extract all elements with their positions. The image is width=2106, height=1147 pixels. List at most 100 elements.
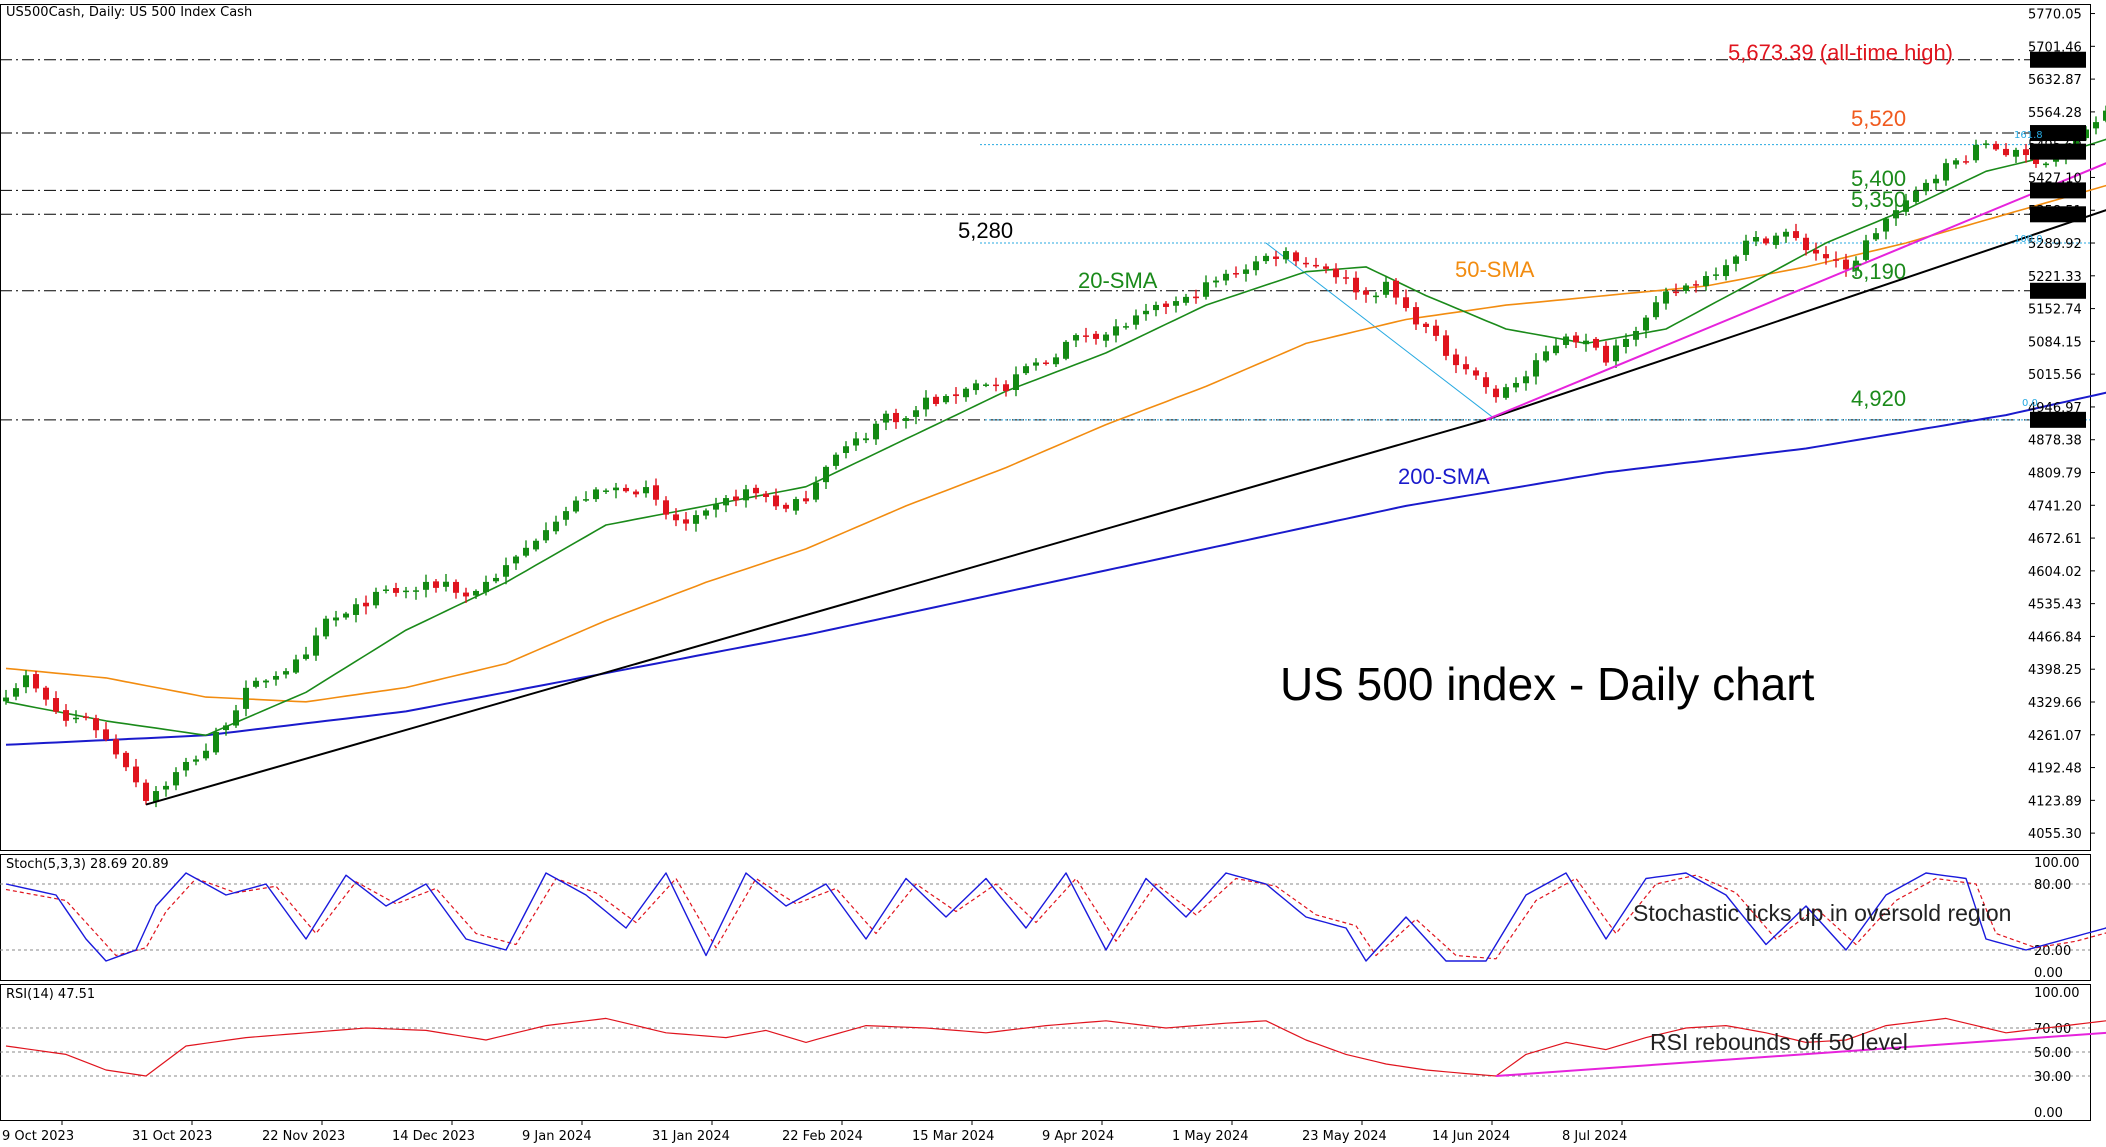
y-tick-label: 5015.56 xyxy=(2028,368,2082,383)
sma20-label: 20-SMA xyxy=(1078,268,1158,293)
candle-body xyxy=(1173,301,1179,306)
candle-body xyxy=(393,588,399,593)
candle-body xyxy=(833,454,839,466)
candle-body xyxy=(1443,335,1449,356)
candle-body xyxy=(123,752,129,768)
candle-body xyxy=(1613,345,1619,362)
x-tick-label: 8 Jul 2024 xyxy=(1562,1129,1627,1144)
candle-body xyxy=(173,772,179,786)
candle-body xyxy=(1473,370,1479,376)
price-tag-box xyxy=(2030,206,2086,223)
y-tick-label: 5152.74 xyxy=(2028,303,2082,318)
candle-body xyxy=(1723,265,1729,277)
candle-body xyxy=(33,674,39,689)
candle-body xyxy=(1583,340,1589,345)
candle-body xyxy=(1503,387,1509,398)
level-5520-label: 5,520 xyxy=(1851,106,1906,131)
rsi-tick-label: 30.00 xyxy=(2034,1070,2071,1085)
candle-body xyxy=(1913,190,1919,202)
candle-body xyxy=(313,635,319,656)
candle-body xyxy=(1963,161,1969,163)
candle-body xyxy=(2003,148,2009,156)
candle-body xyxy=(333,617,339,621)
candle-body xyxy=(1263,255,1269,262)
y-tick-label: 5289.92 xyxy=(2028,237,2082,252)
candle-body xyxy=(1483,377,1489,388)
candle-body xyxy=(1023,366,1029,374)
price-tag-label: 5350.00 xyxy=(2033,208,2087,223)
candle-body xyxy=(643,487,649,494)
chart-title: US 500 index - Daily chart xyxy=(1280,658,1815,710)
y-tick-label: 4055.30 xyxy=(2028,827,2082,842)
sma200-line xyxy=(5,391,2106,746)
price-tag-label: 4920.00 xyxy=(2033,414,2087,429)
y-tick-label: 4123.89 xyxy=(2028,794,2082,809)
candle-body xyxy=(1293,252,1299,262)
x-tick-label: 22 Feb 2024 xyxy=(782,1129,863,1144)
candle-body xyxy=(1203,282,1209,297)
fib-161-label: 161.8 xyxy=(2014,130,2043,141)
candle-body xyxy=(1373,295,1379,298)
candle-body xyxy=(303,654,309,659)
candle-body xyxy=(843,446,849,453)
candle-body xyxy=(1763,238,1769,244)
price-tag-label: 5520.00 xyxy=(2033,127,2087,142)
candle-body xyxy=(153,791,159,802)
candle-body xyxy=(1813,249,1819,254)
stoch-panel-frame xyxy=(0,854,2091,981)
candle-body xyxy=(673,514,679,521)
candle-body xyxy=(2073,137,2079,150)
candle-body xyxy=(493,577,499,582)
candle-body xyxy=(113,739,119,755)
candle-body xyxy=(1933,178,1939,184)
candle-body xyxy=(953,394,959,397)
rsi-note: RSI rebounds off 50 level xyxy=(1650,1029,1908,1055)
y-tick-label: 4809.79 xyxy=(2028,467,2082,482)
sma20-line xyxy=(5,138,2106,737)
candle-body xyxy=(603,490,609,492)
candle-body xyxy=(1593,338,1599,348)
candle-body xyxy=(203,750,209,759)
candle-body xyxy=(63,710,69,721)
candle-body xyxy=(83,716,89,718)
candle-body xyxy=(1223,273,1229,281)
candle-body xyxy=(513,556,519,564)
rsi-tick-label: 0.00 xyxy=(2034,1106,2063,1121)
candle-body xyxy=(253,680,259,687)
candle-body xyxy=(963,388,969,398)
candle-body xyxy=(873,423,879,440)
candle-body xyxy=(2013,149,2019,157)
candle-body xyxy=(1123,326,1129,328)
candle-body xyxy=(1873,233,1879,240)
candle-body xyxy=(583,499,589,501)
x-tick-label: 15 Mar 2024 xyxy=(912,1129,994,1144)
candle-body xyxy=(1783,231,1789,237)
sma200-label: 200-SMA xyxy=(1398,464,1490,489)
y-tick-label: 4878.38 xyxy=(2028,434,2082,449)
candle-body xyxy=(1983,143,1989,145)
fib-0-label: 0.0 xyxy=(2022,398,2038,409)
axis-ticks: 5770.055701.465632.875564.285495.695427.… xyxy=(2,8,2095,1144)
candle-body xyxy=(1993,143,1999,150)
candle-body xyxy=(273,675,279,680)
candle-body xyxy=(1453,354,1459,366)
fib-100-label: 100.0 xyxy=(2014,234,2043,245)
y-tick-label: 4741.20 xyxy=(2028,499,2082,514)
candle-body xyxy=(183,761,189,771)
candle-body xyxy=(593,489,599,500)
level-5280-label: 5,280 xyxy=(958,218,1013,243)
candle-body xyxy=(573,500,579,512)
price-tags: 5673.39 5520.00 5481.10 5400.00 5350.00 5190.… xyxy=(2030,51,2087,429)
candle-body xyxy=(853,438,859,446)
candle-body xyxy=(993,384,999,387)
candle-body xyxy=(1953,160,1959,165)
price-tag-label: 5481.10 xyxy=(2033,146,2087,161)
candle-body xyxy=(523,547,529,556)
rsi-header: RSI(14) 47.51 xyxy=(6,987,95,1002)
x-tick-label: 23 May 2024 xyxy=(1302,1129,1387,1144)
rsi-tick-label: 50.00 xyxy=(2034,1046,2071,1061)
candle-body xyxy=(353,604,359,615)
x-tick-label: 9 Jan 2024 xyxy=(522,1129,592,1144)
price-tag-label: 5190.00 xyxy=(2033,285,2087,300)
candle-body xyxy=(1733,256,1739,264)
